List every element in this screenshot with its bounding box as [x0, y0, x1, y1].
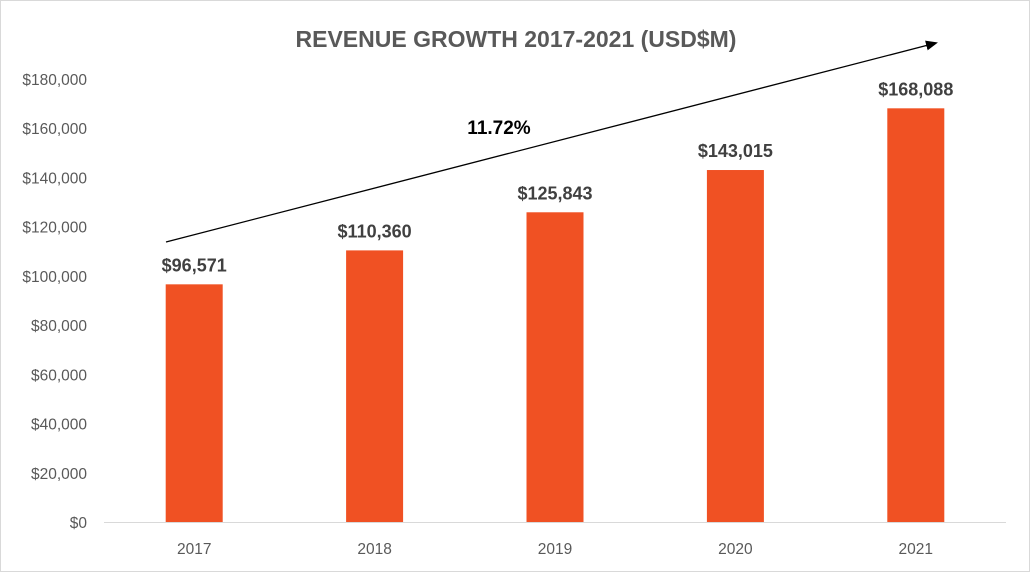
bar-2021: [887, 108, 945, 522]
x-tick-label: 2019: [538, 541, 572, 558]
bar-2019: [526, 212, 584, 523]
y-tick-label: $160,000: [22, 121, 87, 138]
growth-rate-annotation: 11.72%: [467, 118, 530, 139]
x-tick-label: 2017: [177, 541, 211, 558]
x-tick-label: 2020: [718, 541, 753, 558]
data-label-2017: $96,571: [162, 255, 227, 275]
y-tick-label: $20,000: [31, 466, 87, 483]
y-tick-label: $40,000: [31, 417, 87, 434]
y-tick-label: $120,000: [22, 220, 87, 237]
chart-title: REVENUE GROWTH 2017-2021 (USD$M): [296, 26, 737, 52]
data-label-2020: $143,015: [698, 141, 773, 161]
y-tick-label: $180,000: [22, 72, 87, 89]
bar-series: $96,571 $110,360 $125,843 $143,015 $168,088: [162, 79, 953, 523]
bar-2018: [346, 250, 404, 522]
y-tick-label: $80,000: [31, 318, 87, 335]
data-label-2019: $125,843: [517, 183, 592, 203]
bar-2020: [706, 170, 764, 522]
y-tick-label: $0: [70, 515, 88, 532]
y-tick-label: $60,000: [31, 367, 87, 384]
x-axis: 2017 2018 2019 2020 2021: [177, 541, 933, 558]
y-axis: $0 $20,000 $40,000 $60,000 $80,000 $100,000 $1…: [22, 72, 87, 532]
data-label-2021: $168,088: [878, 79, 953, 99]
bar-2017: [165, 284, 223, 522]
x-tick-label: 2018: [357, 541, 391, 558]
y-tick-label: $140,000: [22, 170, 87, 187]
x-tick-label: 2021: [899, 541, 933, 558]
trend-arrow: [165, 40, 938, 243]
y-tick-label: $100,000: [22, 269, 87, 286]
data-label-2018: $110,360: [338, 221, 412, 241]
